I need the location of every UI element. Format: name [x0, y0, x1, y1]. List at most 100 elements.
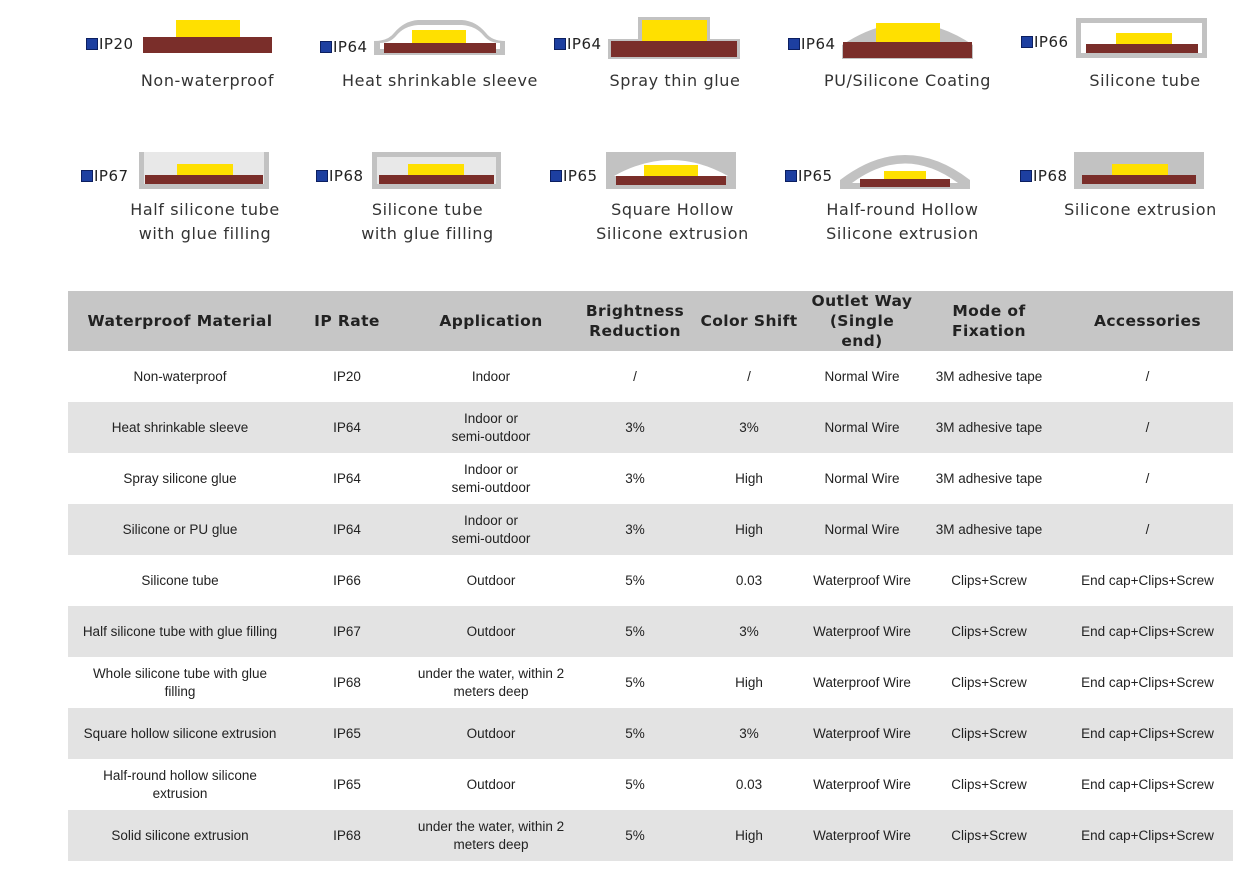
ip-rate-text: IP66	[1034, 33, 1069, 51]
ip-label-9: IP65	[785, 167, 833, 185]
table-cell: Clips+Screw	[916, 810, 1062, 861]
table-cell: Heat shrinkable sleeve	[68, 402, 292, 453]
column-header: IP Rate	[292, 291, 402, 351]
table-cell: IP20	[292, 351, 402, 402]
table-cell: IP65	[292, 708, 402, 759]
ip-marker-icon	[1021, 36, 1033, 48]
column-header: Waterproof Material	[68, 291, 292, 351]
table-cell: Normal Wire	[808, 402, 916, 453]
ip-rate-text: IP65	[563, 167, 598, 185]
table-cell: Half silicone tube with glue filling	[68, 606, 292, 657]
table-cell: Indoor	[402, 351, 580, 402]
table-cell: /	[690, 351, 808, 402]
caption-line: Silicone extrusion	[1064, 200, 1217, 219]
table-cell: Solid silicone extrusion	[68, 810, 292, 861]
ip-marker-icon	[1020, 170, 1032, 182]
table-cell: 3%	[580, 402, 690, 453]
ip-rate-text: IP64	[801, 35, 836, 53]
solid-silicone-extrusion-diagram-icon	[1074, 152, 1204, 189]
table-cell: /	[1062, 504, 1233, 555]
table-cell: Waterproof Wire	[808, 555, 916, 606]
diagram-caption-6: Half silicone tube with glue filling	[115, 198, 295, 246]
caption-line: Silicone extrusion	[826, 224, 979, 243]
caption-line: Silicone tube	[1089, 71, 1201, 90]
table-cell: Waterproof Wire	[808, 708, 916, 759]
caption-line: Spray thin glue	[609, 71, 741, 90]
table-cell: Waterproof Wire	[808, 810, 916, 861]
half-round-hollow-extrusion-diagram-icon	[840, 155, 970, 189]
table-row: Whole silicone tube with glue filling IP68…	[68, 657, 1233, 708]
table-cell: High	[690, 504, 808, 555]
table-cell: 5%	[580, 606, 690, 657]
ip-rate-text: IP20	[99, 35, 134, 53]
table-row: Spray silicone glue IP64 Indoor or semi-out…	[68, 453, 1233, 504]
table-row: Heat shrinkable sleeve IP64 Indoor or semi-…	[68, 402, 1233, 453]
square-hollow-extrusion-diagram-icon	[606, 152, 736, 189]
table-cell: 3%	[580, 453, 690, 504]
ip-marker-icon	[86, 38, 98, 50]
table-cell: End cap+Clips+Screw	[1062, 606, 1233, 657]
table-cell: Silicone tube	[68, 555, 292, 606]
table-cell: 3M adhesive tape	[916, 402, 1062, 453]
ip-label-10: IP68	[1020, 167, 1068, 185]
table-cell: Indoor or semi-outdoor	[402, 504, 580, 555]
table-cell: IP67	[292, 606, 402, 657]
spray-glue-diagram-icon	[608, 17, 740, 59]
caption-line: Heat shrinkable sleeve	[342, 71, 538, 90]
pu-coating-diagram-icon	[842, 23, 973, 59]
ip-marker-icon	[316, 170, 328, 182]
table-cell: IP65	[292, 759, 402, 810]
table-cell: Spray silicone glue	[68, 453, 292, 504]
ip-label-5: IP66	[1021, 33, 1069, 51]
table-cell: Waterproof Wire	[808, 606, 916, 657]
ip-rate-text: IP68	[329, 167, 364, 185]
ip-marker-icon	[785, 170, 797, 182]
silicone-tube-glue-filling-diagram-icon	[372, 152, 501, 189]
caption-line: Silicone extrusion	[596, 224, 749, 243]
table-cell: /	[580, 351, 690, 402]
table-cell: IP64	[292, 504, 402, 555]
heat-shrink-sleeve-diagram-icon	[374, 20, 505, 55]
ip-label-4: IP64	[788, 35, 836, 53]
table-cell: IP66	[292, 555, 402, 606]
caption-line: Square Hollow	[611, 200, 734, 219]
ip-marker-icon	[788, 38, 800, 50]
table-cell: 5%	[580, 555, 690, 606]
ip-rate-text: IP67	[94, 167, 129, 185]
table-cell: High	[690, 657, 808, 708]
table-cell: 3%	[690, 402, 808, 453]
column-header: Outlet Way (Single end)	[808, 291, 916, 351]
diagram-caption-7: Silicone tube with glue filling	[340, 198, 515, 246]
table-cell: Square hollow silicone extrusion	[68, 708, 292, 759]
table-cell: End cap+Clips+Screw	[1062, 657, 1233, 708]
table-row: Solid silicone extrusion IP68 under the wa…	[68, 810, 1233, 861]
table-cell: Clips+Screw	[916, 708, 1062, 759]
table-cell: Normal Wire	[808, 504, 916, 555]
table-cell: Waterproof Wire	[808, 657, 916, 708]
table-cell: Outdoor	[402, 759, 580, 810]
table-cell: /	[1062, 351, 1233, 402]
diagram-caption-1: Non-waterproof	[120, 69, 295, 93]
caption-line: with glue filling	[361, 224, 494, 243]
table-row: Half silicone tube with glue filling IP67…	[68, 606, 1233, 657]
table-cell: 3M adhesive tape	[916, 351, 1062, 402]
table-row: Non-waterproof IP20 Indoor / / Normal Wire 3M …	[68, 351, 1233, 402]
table-cell: End cap+Clips+Screw	[1062, 810, 1233, 861]
table-cell: IP68	[292, 657, 402, 708]
table-cell: 5%	[580, 810, 690, 861]
table-cell: End cap+Clips+Screw	[1062, 708, 1233, 759]
ip-rate-text: IP64	[567, 35, 602, 53]
table-cell: under the water, within 2 meters deep	[402, 810, 580, 861]
half-silicone-tube-diagram-icon	[139, 152, 269, 189]
table-cell: Normal Wire	[808, 453, 916, 504]
table-cell: IP64	[292, 402, 402, 453]
ip-marker-icon	[81, 170, 93, 182]
table-row: Silicone tube IP66 Outdoor 5% 0.03 Waterproof…	[68, 555, 1233, 606]
table-cell: under the water, within 2 meters deep	[402, 657, 580, 708]
table-cell: 3M adhesive tape	[916, 453, 1062, 504]
table-cell: 5%	[580, 708, 690, 759]
table-cell: /	[1062, 453, 1233, 504]
table-cell: Whole silicone tube with glue filling	[68, 657, 292, 708]
non-waterproof-diagram-icon	[143, 20, 272, 53]
table-cell: 3%	[690, 606, 808, 657]
